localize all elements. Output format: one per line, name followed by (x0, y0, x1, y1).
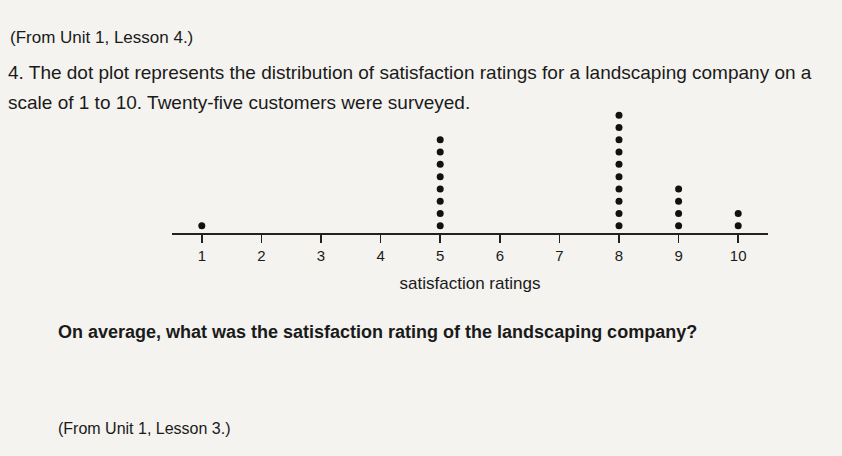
svg-text:1: 1 (198, 247, 206, 264)
svg-text:6: 6 (496, 247, 504, 264)
html-text:On average, what was the satis: On average, what was the satisfaction ra… (58, 322, 698, 342)
html-text:(From Unit 1, Lesson 4.): (From Unit 1, Lesson 4.) (10, 28, 194, 47)
html-text:(From Unit 1, Lesson 3.): (From Unit 1, Lesson 3.) (58, 420, 231, 437)
svg-text:3: 3 (317, 247, 325, 264)
svg-text:4: 4 (376, 247, 384, 264)
svg-text:8: 8 (615, 247, 623, 264)
svg-text:2: 2 (257, 247, 265, 264)
svg-text:7: 7 (555, 247, 563, 264)
html-text:4. The dot plot represents the: 4. The dot plot represents the distribut… (8, 62, 812, 113)
svg-text:satisfaction ratings: satisfaction ratings (400, 274, 541, 293)
svg-text:9: 9 (674, 247, 682, 264)
svg-text:5: 5 (436, 247, 444, 264)
svg-text:10: 10 (730, 247, 747, 264)
